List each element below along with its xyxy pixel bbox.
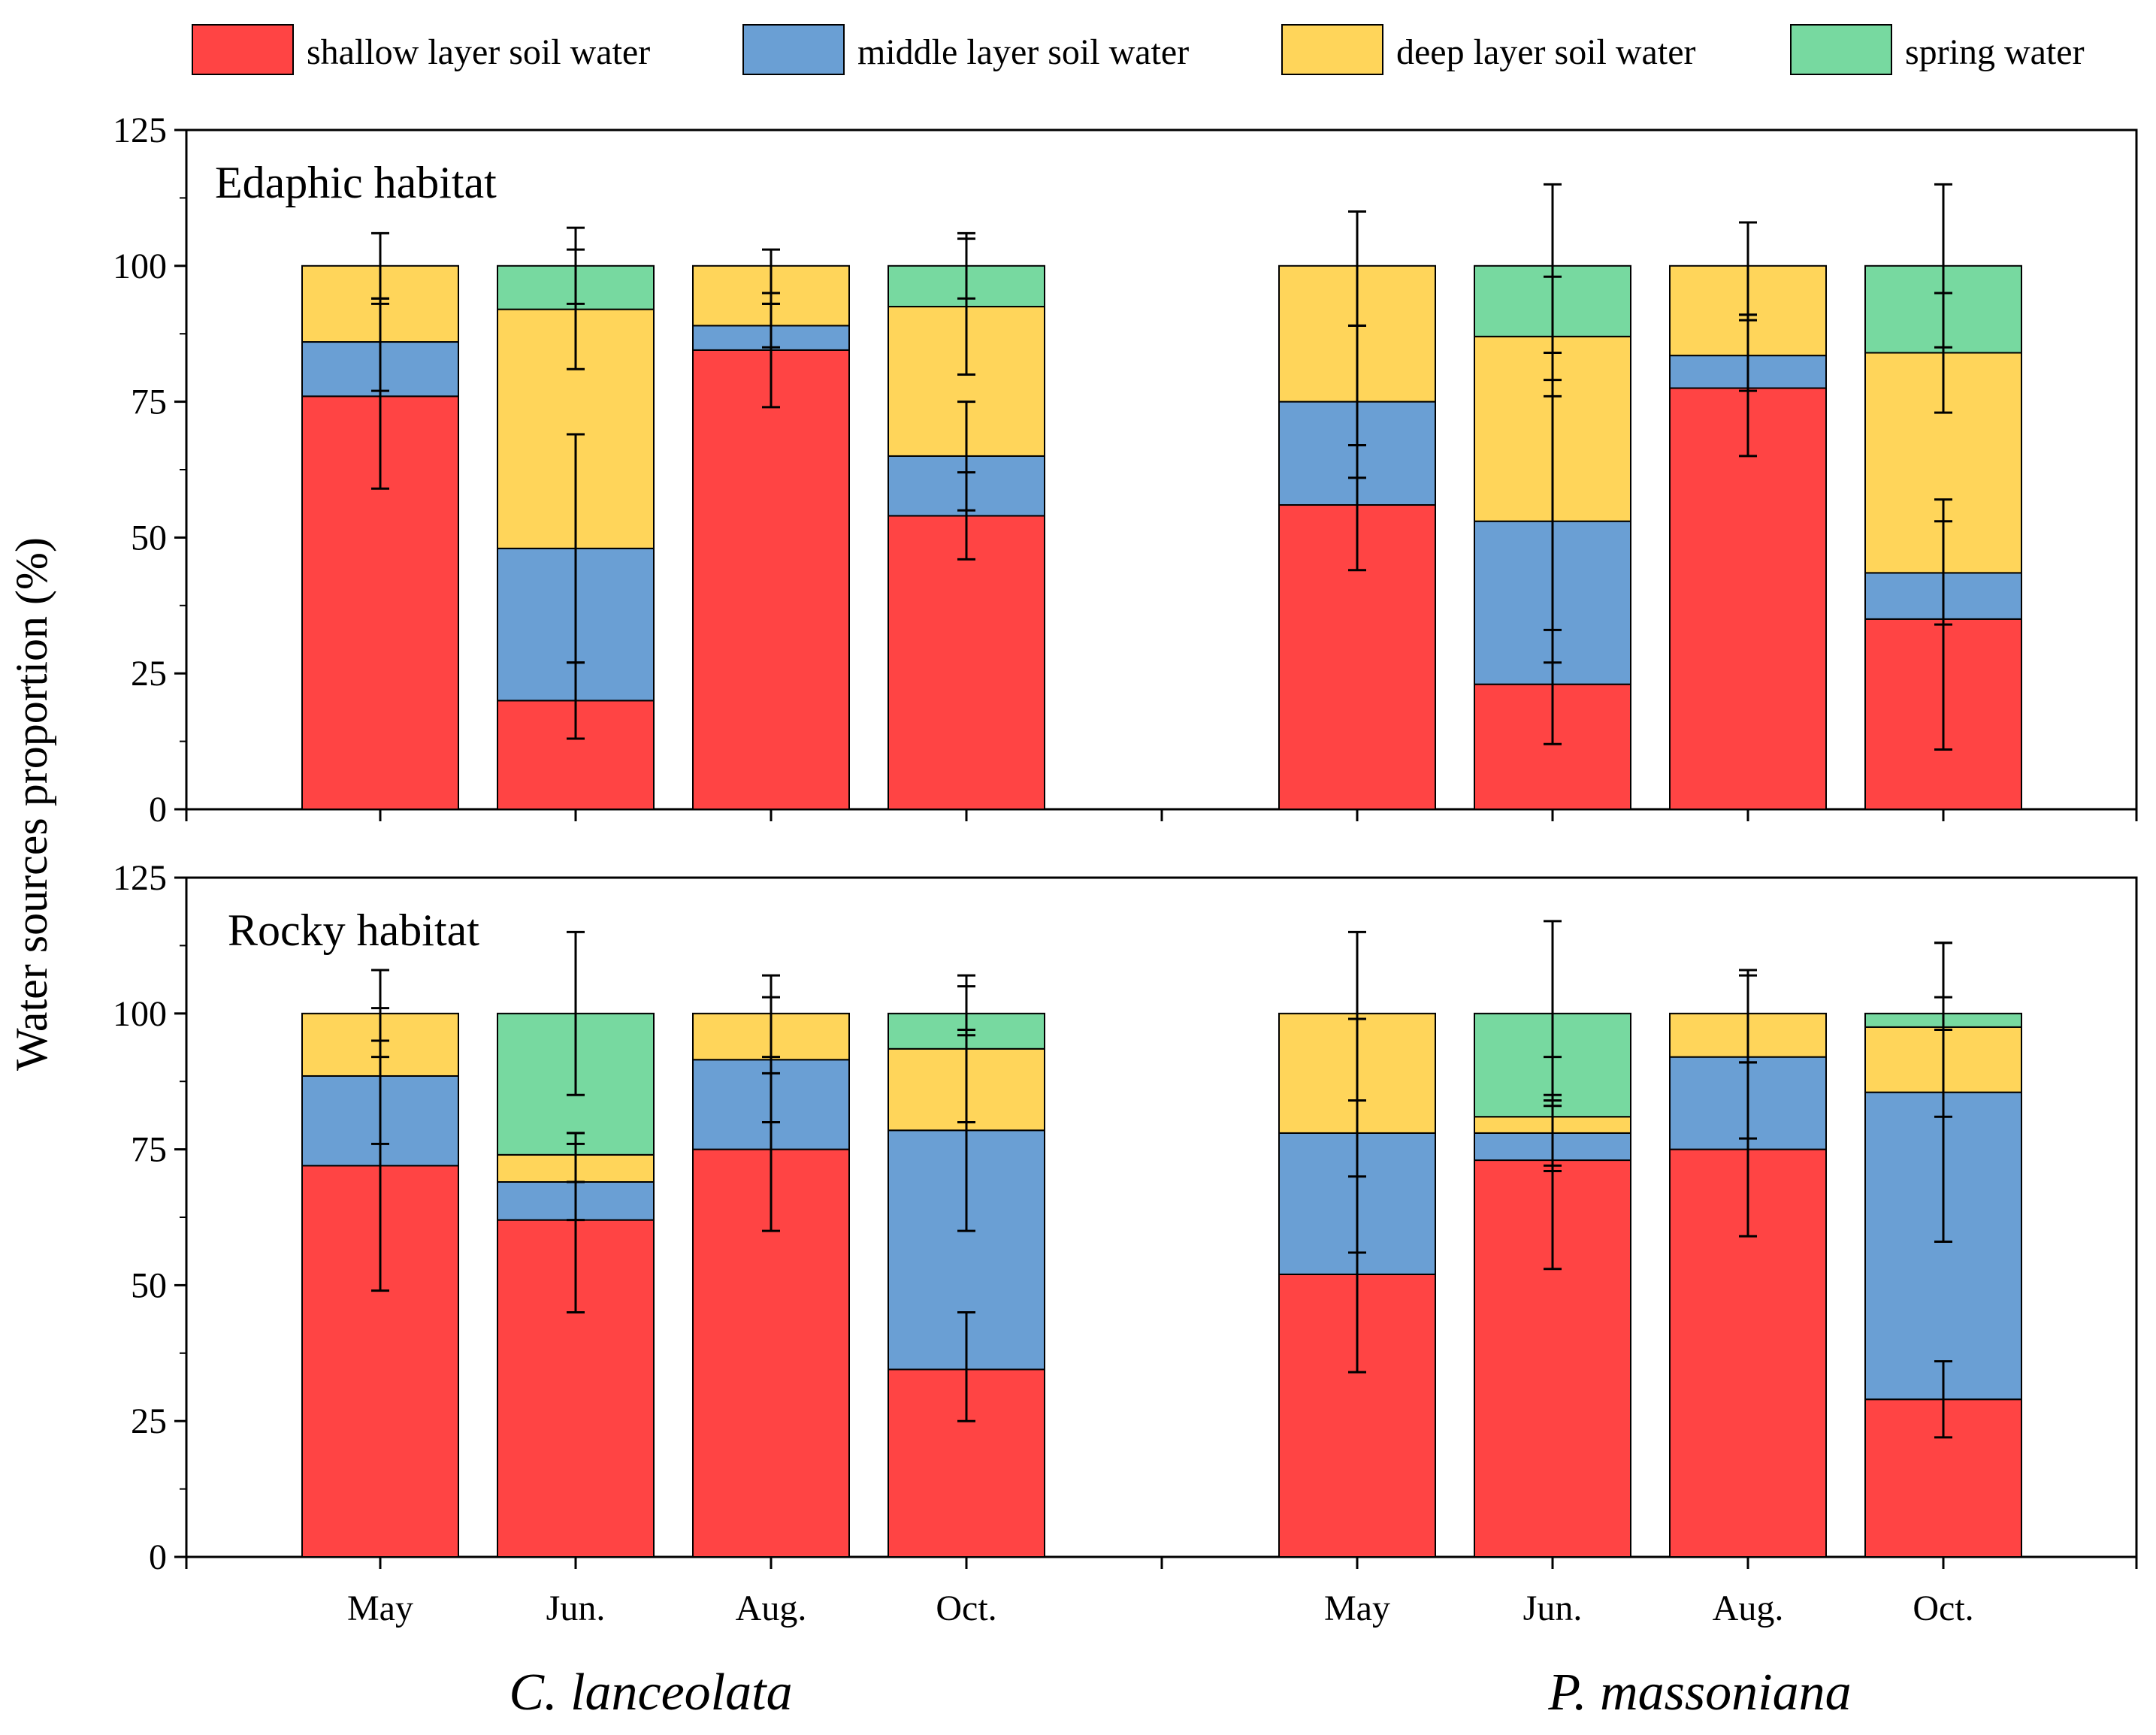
x-tick-label-oct: Oct. <box>936 1588 996 1628</box>
x-tick-label-aug: Aug. <box>1713 1588 1784 1628</box>
y-tick-label: 75 <box>131 1130 167 1170</box>
species-label-p-massoniana: P. massoniana <box>1547 1664 1851 1721</box>
y-tick-label: 25 <box>131 654 167 694</box>
legend-label-shallow-layer-soil-water: shallow layer soil water <box>307 32 650 72</box>
y-tick-label: 125 <box>113 110 167 150</box>
x-tick-label-jun: Jun. <box>546 1588 606 1628</box>
legend-label-spring-water: spring water <box>1905 32 2085 72</box>
x-tick-label-aug: Aug. <box>736 1588 807 1628</box>
x-tick-label-may: May <box>1324 1588 1390 1628</box>
legend-swatch-spring-water <box>1790 24 1892 75</box>
legend-swatch-deep-layer-soil-water <box>1281 24 1383 75</box>
panel-rocky: 0 25 50 75 100 125 Rocky habitat May Jun. Aug. Oct… <box>113 858 2138 1628</box>
x-tick-label-may: May <box>347 1588 413 1628</box>
y-tick-label: 50 <box>131 1265 167 1305</box>
legend: shallow layer soil water middle layer soi… <box>192 24 2085 75</box>
legend-swatch-middle-layer-soil-water <box>742 24 845 75</box>
y-tick-label: 0 <box>149 1537 167 1577</box>
species-label-c-lanceolata: C. lanceolata <box>509 1664 792 1721</box>
y-tick-label: 75 <box>131 382 167 422</box>
x-tick-label-jun: Jun. <box>1523 1588 1583 1628</box>
legend-swatch-shallow-layer-soil-water <box>192 24 294 75</box>
y-tick-label: 125 <box>113 858 167 898</box>
plot-frame-edaphic-habitat <box>185 128 2138 811</box>
legend-label-middle-layer-soil-water: middle layer soil water <box>857 32 1189 72</box>
legend-label-deep-layer-soil-water: deep layer soil water <box>1396 32 1696 72</box>
y-tick-label: 100 <box>113 994 167 1034</box>
panel-title-rocky-habitat: Rocky habitat <box>228 905 479 955</box>
y-tick-label: 0 <box>149 790 167 830</box>
y-tick-label: 50 <box>131 518 167 558</box>
y-tick-label: 25 <box>131 1401 167 1441</box>
bar-segment-shallow-layer-soil-water <box>692 349 850 810</box>
y-tick-label: 100 <box>113 246 167 286</box>
panel-title-edaphic-habitat: Edaphic habitat <box>215 158 497 207</box>
panel-edaphic: 0 25 50 75 100 125 Edaphic habitat <box>113 110 2138 830</box>
y-axis-label: Water sources proportion (%) <box>7 537 56 1071</box>
plot-frame-rocky-habitat <box>185 876 2138 1558</box>
x-tick-label-oct: Oct. <box>1913 1588 1973 1628</box>
